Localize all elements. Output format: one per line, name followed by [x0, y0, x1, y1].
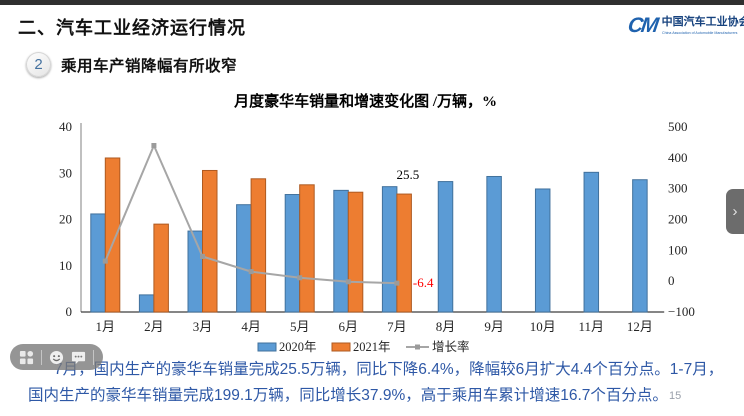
comment-icon[interactable]	[71, 350, 86, 365]
x-axis-label: 9月	[484, 319, 504, 334]
growth-rate-line	[104, 142, 397, 285]
top-edge-strip	[0, 0, 744, 5]
right-axis-tick: 500	[668, 119, 688, 134]
bar-2021-7月	[396, 193, 412, 313]
growth-rate-marker	[200, 254, 205, 259]
bar-2020-1月	[90, 213, 106, 313]
page-number: 15	[669, 390, 682, 402]
legend-marker-growth	[415, 344, 420, 350]
x-axis-label: 8月	[436, 319, 456, 334]
floating-toolbar[interactable]	[10, 344, 103, 370]
chevron-right-icon: ›	[732, 203, 738, 220]
caam-org-name-cn: 中国汽车工业协会	[661, 16, 744, 29]
x-axis-label: 4月	[241, 319, 261, 334]
bar-2020-11月	[583, 171, 600, 313]
x-axis-label: 2月	[144, 319, 164, 334]
x-axis-label: 12月	[627, 319, 653, 334]
legend-swatch-2020	[257, 342, 277, 352]
left-axis-tick: 30	[59, 165, 72, 180]
growth-rate-marker	[345, 279, 351, 285]
growth-rate-marker	[297, 275, 303, 281]
left-axis-tick: 20	[59, 212, 72, 227]
section-subtitle: 乘用车产销降幅有所收窄	[61, 57, 238, 75]
caam-logo: CM 中国汽车工业协会 China Association of Automob…	[626, 14, 744, 37]
growth-rate-marker	[151, 143, 157, 148]
toolbar-divider	[41, 349, 42, 365]
bar-2020-6月	[333, 189, 349, 313]
annotation-line-value: -6.4	[413, 275, 434, 290]
bar-2020-5月	[284, 194, 301, 313]
x-axis-label: 6月	[339, 319, 359, 334]
bar-2021-5月	[299, 184, 315, 313]
right-axis-tick: −100	[668, 304, 695, 319]
caam-org-name-en: China Association of Automobile Manufact…	[661, 29, 738, 35]
x-axis-label: 5月	[290, 319, 310, 334]
legend-label-2021: 2021年	[353, 340, 391, 354]
right-axis-tick: 300	[668, 181, 688, 196]
bar-2020-8月	[437, 181, 454, 313]
right-axis-tick: 400	[668, 150, 688, 165]
left-axis-tick: 40	[59, 119, 72, 134]
bar-2021-4月	[250, 178, 267, 313]
growth-rate-marker	[248, 269, 254, 275]
bar-2020-10月	[534, 188, 551, 313]
summary-paragraph: 7月，国内生产的豪华车销量完成25.5万辆，同比下降6.4%，降幅较6月扩大4.…	[28, 361, 724, 404]
bar-2021-2月	[153, 223, 169, 313]
caam-logo-mark: CM	[626, 14, 659, 37]
bar-2020-9月	[486, 175, 502, 313]
right-axis-tick: 0	[668, 273, 675, 288]
chart-title: 月度豪华车销量和增速变化图 /万辆，%	[233, 92, 497, 110]
bar-2020-7月	[381, 186, 398, 313]
legend-label-2020: 2020年	[279, 340, 317, 354]
page-title: 二、汽车工业经济运行情况	[18, 18, 246, 38]
x-axis-label: 10月	[530, 319, 556, 334]
emoji-icon[interactable]	[49, 350, 64, 365]
toolbar-divider	[93, 349, 94, 365]
bar-2020-2月	[138, 294, 155, 313]
bar-2020-3月	[187, 230, 203, 313]
x-axis-label: 7月	[387, 319, 407, 334]
x-axis-label: 3月	[193, 319, 213, 334]
right-axis-tick: 200	[668, 212, 688, 227]
bar-2020-4月	[236, 204, 252, 313]
annotation-bar-value: 25.5	[397, 167, 420, 182]
x-axis-label: 1月	[96, 319, 116, 334]
left-axis-tick: 0	[66, 304, 73, 319]
next-slide-button[interactable]: ›	[726, 189, 744, 234]
bar-2020-12月	[632, 179, 648, 313]
bar-2021-3月	[202, 169, 218, 313]
left-axis-tick: 10	[59, 258, 72, 273]
caam-logo-text: 中国汽车工业协会 China Association of Automobile…	[662, 16, 744, 34]
growth-rate-marker	[102, 258, 108, 264]
x-axis-label: 11月	[579, 319, 605, 334]
section-number-badge: 2	[26, 52, 51, 77]
bar-2021-1月	[104, 157, 121, 313]
growth-rate-marker	[394, 280, 400, 286]
right-axis-tick: 100	[668, 242, 688, 257]
legend-label-growth: 增长率	[432, 339, 470, 354]
bar-2021-6月	[347, 191, 364, 313]
apps-grid-icon[interactable]	[19, 350, 34, 365]
section-heading-row: 2 乘用车产销降幅有所收窄	[26, 52, 237, 77]
legend-swatch-2021	[331, 342, 351, 352]
